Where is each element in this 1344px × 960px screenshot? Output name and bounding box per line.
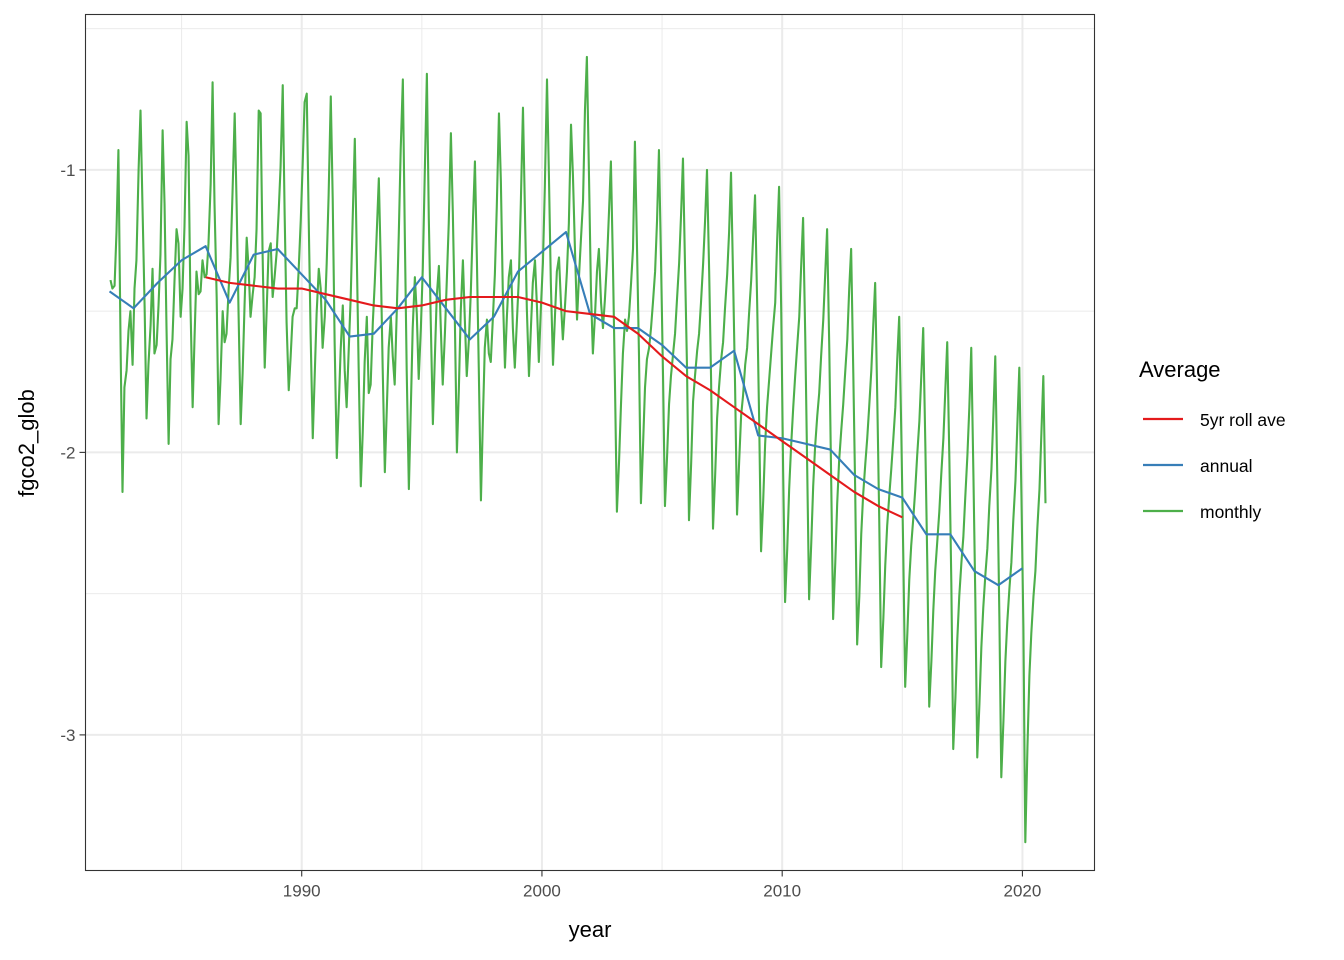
legend-label-5yr-roll-ave: 5yr roll ave xyxy=(1200,410,1286,430)
x-tick-label-2020: 2020 xyxy=(1004,882,1042,901)
series-layer xyxy=(108,55,1047,844)
x-axis: 1990 2000 2010 2020 xyxy=(283,870,1042,901)
series-line-5yr-roll-ave xyxy=(205,276,903,519)
y-tick-label-2: -3 xyxy=(60,726,75,745)
y-axis: -1 -2 -3 xyxy=(60,161,86,745)
x-axis-title: year xyxy=(569,917,612,942)
series-line-monthly xyxy=(109,55,1047,844)
grid-minor xyxy=(85,14,1095,871)
x-tick-label-1990: 1990 xyxy=(283,882,321,901)
y-axis-title: fgco2_glob xyxy=(14,389,39,497)
legend-title: Average xyxy=(1139,357,1221,382)
legend-label-annual: annual xyxy=(1200,456,1253,476)
y-tick-label-1: -2 xyxy=(60,443,75,462)
legend: Average 5yr roll ave annual monthly xyxy=(1139,357,1286,522)
series-line-annual xyxy=(108,230,1024,587)
legend-label-monthly: monthly xyxy=(1200,502,1262,522)
panel-border xyxy=(84,13,1096,872)
x-tick-label-2000: 2000 xyxy=(523,882,561,901)
y-tick-label-0: -1 xyxy=(60,161,75,180)
x-tick-label-2010: 2010 xyxy=(763,882,801,901)
